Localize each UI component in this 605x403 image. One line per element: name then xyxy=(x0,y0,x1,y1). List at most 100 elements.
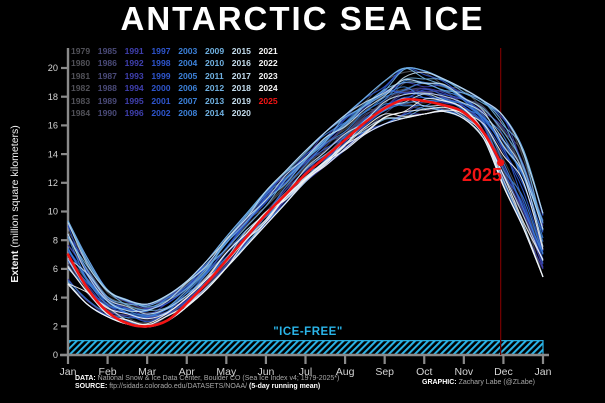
page-title: ANTARCTIC SEA ICE xyxy=(120,0,485,37)
x-tick-label: Jul xyxy=(299,366,312,378)
year-line-2022 xyxy=(67,98,544,326)
x-tick-label: Jan xyxy=(535,366,552,378)
y-axis-title: Extent (million square kilometers) xyxy=(9,125,21,283)
series-2025-line xyxy=(66,97,502,328)
legend-year-1981: 1981 xyxy=(71,70,91,81)
y-axis-title-rest: (million square kilometers) xyxy=(9,125,21,251)
legend-year-2003: 2003 xyxy=(178,46,198,56)
legend-year-1979: 1979 xyxy=(71,46,91,56)
year-line-1987 xyxy=(67,103,544,328)
year-line-1981 xyxy=(67,102,544,324)
legend-year-1993: 1993 xyxy=(124,70,144,81)
legend-year-2020: 2020 xyxy=(231,107,251,118)
data-credit: DATA: National Snow & Ice Data Center, B… xyxy=(75,375,339,382)
source-credit-note: (5-day running mean) xyxy=(249,383,321,390)
y-tick-label: 6 xyxy=(53,264,58,274)
legend-year-2006: 2006 xyxy=(178,83,198,94)
year-line-1994 xyxy=(67,110,544,327)
year-line-1985 xyxy=(67,110,544,328)
legend-year-1996: 1996 xyxy=(124,107,144,118)
legend-year-2009: 2009 xyxy=(204,46,225,56)
legend-year-1986: 1986 xyxy=(97,58,117,69)
legend-year-2021: 2021 xyxy=(258,46,278,56)
x-tick-label: May xyxy=(216,366,237,378)
legend-year-2023: 2023 xyxy=(258,70,278,81)
year-legend: 1979 1980 1981 1982 1983 1984 1985 1986 1987 1988… xyxy=(71,45,285,119)
x-tick-label: Nov xyxy=(454,366,473,378)
legend-year-2000: 2000 xyxy=(151,83,171,94)
year-line-2018 xyxy=(67,71,544,305)
legend-year-2018: 2018 xyxy=(231,83,251,94)
data-credit-text: National Snow & Ice Data Center, Boulder… xyxy=(95,375,340,382)
legend-year-2022: 2022 xyxy=(258,58,278,69)
y-tick-label: 14 xyxy=(48,149,58,159)
current-year-annotation: 2025 xyxy=(462,165,503,185)
legend-year-1998: 1998 xyxy=(151,58,171,69)
year-line-2024 xyxy=(67,109,544,326)
year-line-2019 xyxy=(67,97,544,326)
year-line-1986 xyxy=(67,91,544,319)
legend-year-2008: 2008 xyxy=(178,107,198,118)
source-credit-text: ftp://sidads.colorado.edu/DATASETS/NOAA/ xyxy=(107,383,250,390)
year-line-2017 xyxy=(67,110,544,328)
graphic-credit: GRAPHIC: Zachary Labe (@ZLabe) xyxy=(422,379,535,386)
legend-year-2004: 2004 xyxy=(178,58,198,69)
legend-year-2024: 2024 xyxy=(258,83,278,94)
y-tick-label: 4 xyxy=(53,293,58,303)
legend-year-2013: 2013 xyxy=(204,95,225,106)
year-line-2011 xyxy=(67,81,544,307)
x-tick-label: Feb xyxy=(99,366,117,378)
legend-year-2012: 2012 xyxy=(204,83,225,94)
legend-year-1997: 1997 xyxy=(151,46,171,56)
legend-year-1983: 1983 xyxy=(71,95,91,106)
y-tick-label: 20 xyxy=(48,63,58,73)
x-tick-label: Jan xyxy=(60,366,77,378)
x-tick-label: Sep xyxy=(375,366,394,378)
x-tick-label: Oct xyxy=(416,366,432,378)
ice-free-label: "ICE-FREE" xyxy=(273,326,343,338)
legend-year-1994: 1994 xyxy=(124,83,144,94)
legend-year-1990: 1990 xyxy=(97,107,117,118)
series-2025-endpoint xyxy=(497,159,505,167)
ice-free-band xyxy=(67,340,544,356)
year-line-1983 xyxy=(67,99,544,325)
graphic-credit-label: GRAPHIC: xyxy=(422,379,457,386)
year-line-2001 xyxy=(67,110,544,327)
y-axis-title-bold: Extent xyxy=(9,250,21,283)
graphic-credit-text: Zachary Labe (@ZLabe) xyxy=(456,379,535,386)
year-line-2015 xyxy=(67,92,544,315)
legend-year-2016: 2016 xyxy=(231,58,251,69)
x-tick-label: Jun xyxy=(257,366,274,378)
legend-year-1995: 1995 xyxy=(124,95,144,106)
data-credit-label: DATA: xyxy=(75,375,96,382)
legend-year-2010: 2010 xyxy=(204,58,225,69)
legend-year-1992: 1992 xyxy=(124,58,144,69)
year-line-2010 xyxy=(67,107,544,328)
legend-year-2019: 2019 xyxy=(231,95,251,106)
year-line-2008 xyxy=(67,99,544,319)
x-tick-label: Mar xyxy=(138,366,157,378)
year-line-1999 xyxy=(67,96,544,320)
y-tick-label: 16 xyxy=(48,121,58,131)
legend-year-1982: 1982 xyxy=(71,83,91,94)
y-tick-label: 10 xyxy=(48,207,58,217)
legend-year-1987: 1987 xyxy=(97,70,117,81)
legend-year-1989: 1989 xyxy=(97,95,117,106)
legend-year-2014: 2014 xyxy=(204,107,225,118)
legend-year-2015: 2015 xyxy=(231,46,251,56)
year-line-2003 xyxy=(67,102,544,328)
legend-year-2007: 2007 xyxy=(178,95,198,106)
legend-year-1991: 1991 xyxy=(124,46,144,56)
x-tick-label: Apr xyxy=(179,366,196,378)
y-tick-label: 12 xyxy=(48,178,58,188)
legend-year-1980: 1980 xyxy=(71,58,91,69)
legend-year-2025: 2025 xyxy=(258,95,278,106)
legend-year-1988: 1988 xyxy=(97,83,117,94)
year-line-2021 xyxy=(67,106,544,320)
year-line-1992 xyxy=(67,100,544,319)
y-tick-label: 8 xyxy=(53,235,58,245)
source-credit-label: SOURCE: xyxy=(75,383,108,390)
legend-year-2011: 2011 xyxy=(204,70,224,81)
legend-year-2017: 2017 xyxy=(231,70,251,81)
x-tick-label: Aug xyxy=(336,366,355,378)
